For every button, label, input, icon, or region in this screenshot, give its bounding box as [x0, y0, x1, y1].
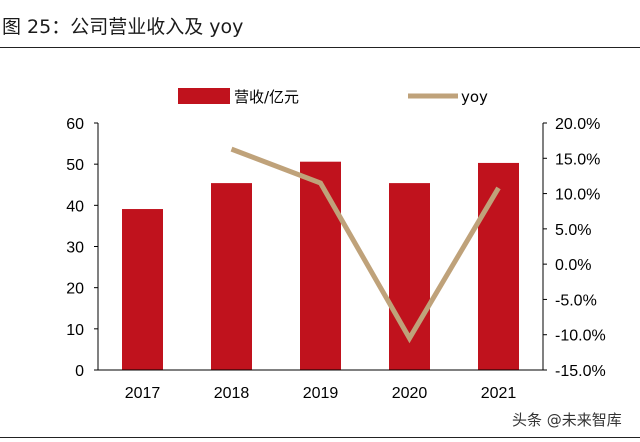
top-rule — [0, 47, 640, 48]
legend-label-yoy: yoy — [461, 88, 488, 106]
x-tick-label: 2017 — [125, 385, 161, 402]
right-tick-label: -5.0% — [555, 292, 597, 309]
right-tick-label: -15.0% — [555, 363, 606, 380]
left-tick-label: 50 — [66, 157, 84, 174]
bar-2018 — [211, 183, 252, 370]
figure-title: 图 25：公司营业收入及 yoy — [2, 16, 244, 38]
left-tick-label: 60 — [66, 116, 84, 133]
right-tick-label: -10.0% — [555, 328, 606, 345]
bar-2017 — [122, 209, 163, 370]
left-tick-label: 40 — [66, 198, 84, 215]
left-tick-label: 0 — [75, 363, 84, 380]
yoy-line — [230, 146, 501, 344]
bottom-rule — [0, 437, 640, 438]
x-tick-label: 2020 — [392, 385, 428, 402]
x-tick-label: 2021 — [481, 385, 517, 402]
right-tick-label: 0.0% — [555, 257, 591, 274]
x-tick-label: 2019 — [303, 385, 339, 402]
right-tick-label: 10.0% — [555, 187, 600, 204]
bar-2021 — [478, 162, 519, 370]
x-tick-label: 2018 — [214, 385, 250, 402]
left-tick-label: 30 — [66, 240, 84, 257]
legend-swatch-revenue — [178, 88, 230, 104]
right-tick-label: 15.0% — [555, 151, 600, 168]
right-tick-label: 20.0% — [555, 116, 600, 133]
left-tick-label: 10 — [66, 322, 84, 339]
legend-label-revenue: 营收/亿元 — [234, 88, 299, 106]
left-tick-label: 20 — [66, 281, 84, 298]
watermark: 头条 @未来智库 — [512, 411, 622, 429]
bar-2019 — [300, 161, 341, 370]
right-tick-label: 5.0% — [555, 222, 591, 239]
